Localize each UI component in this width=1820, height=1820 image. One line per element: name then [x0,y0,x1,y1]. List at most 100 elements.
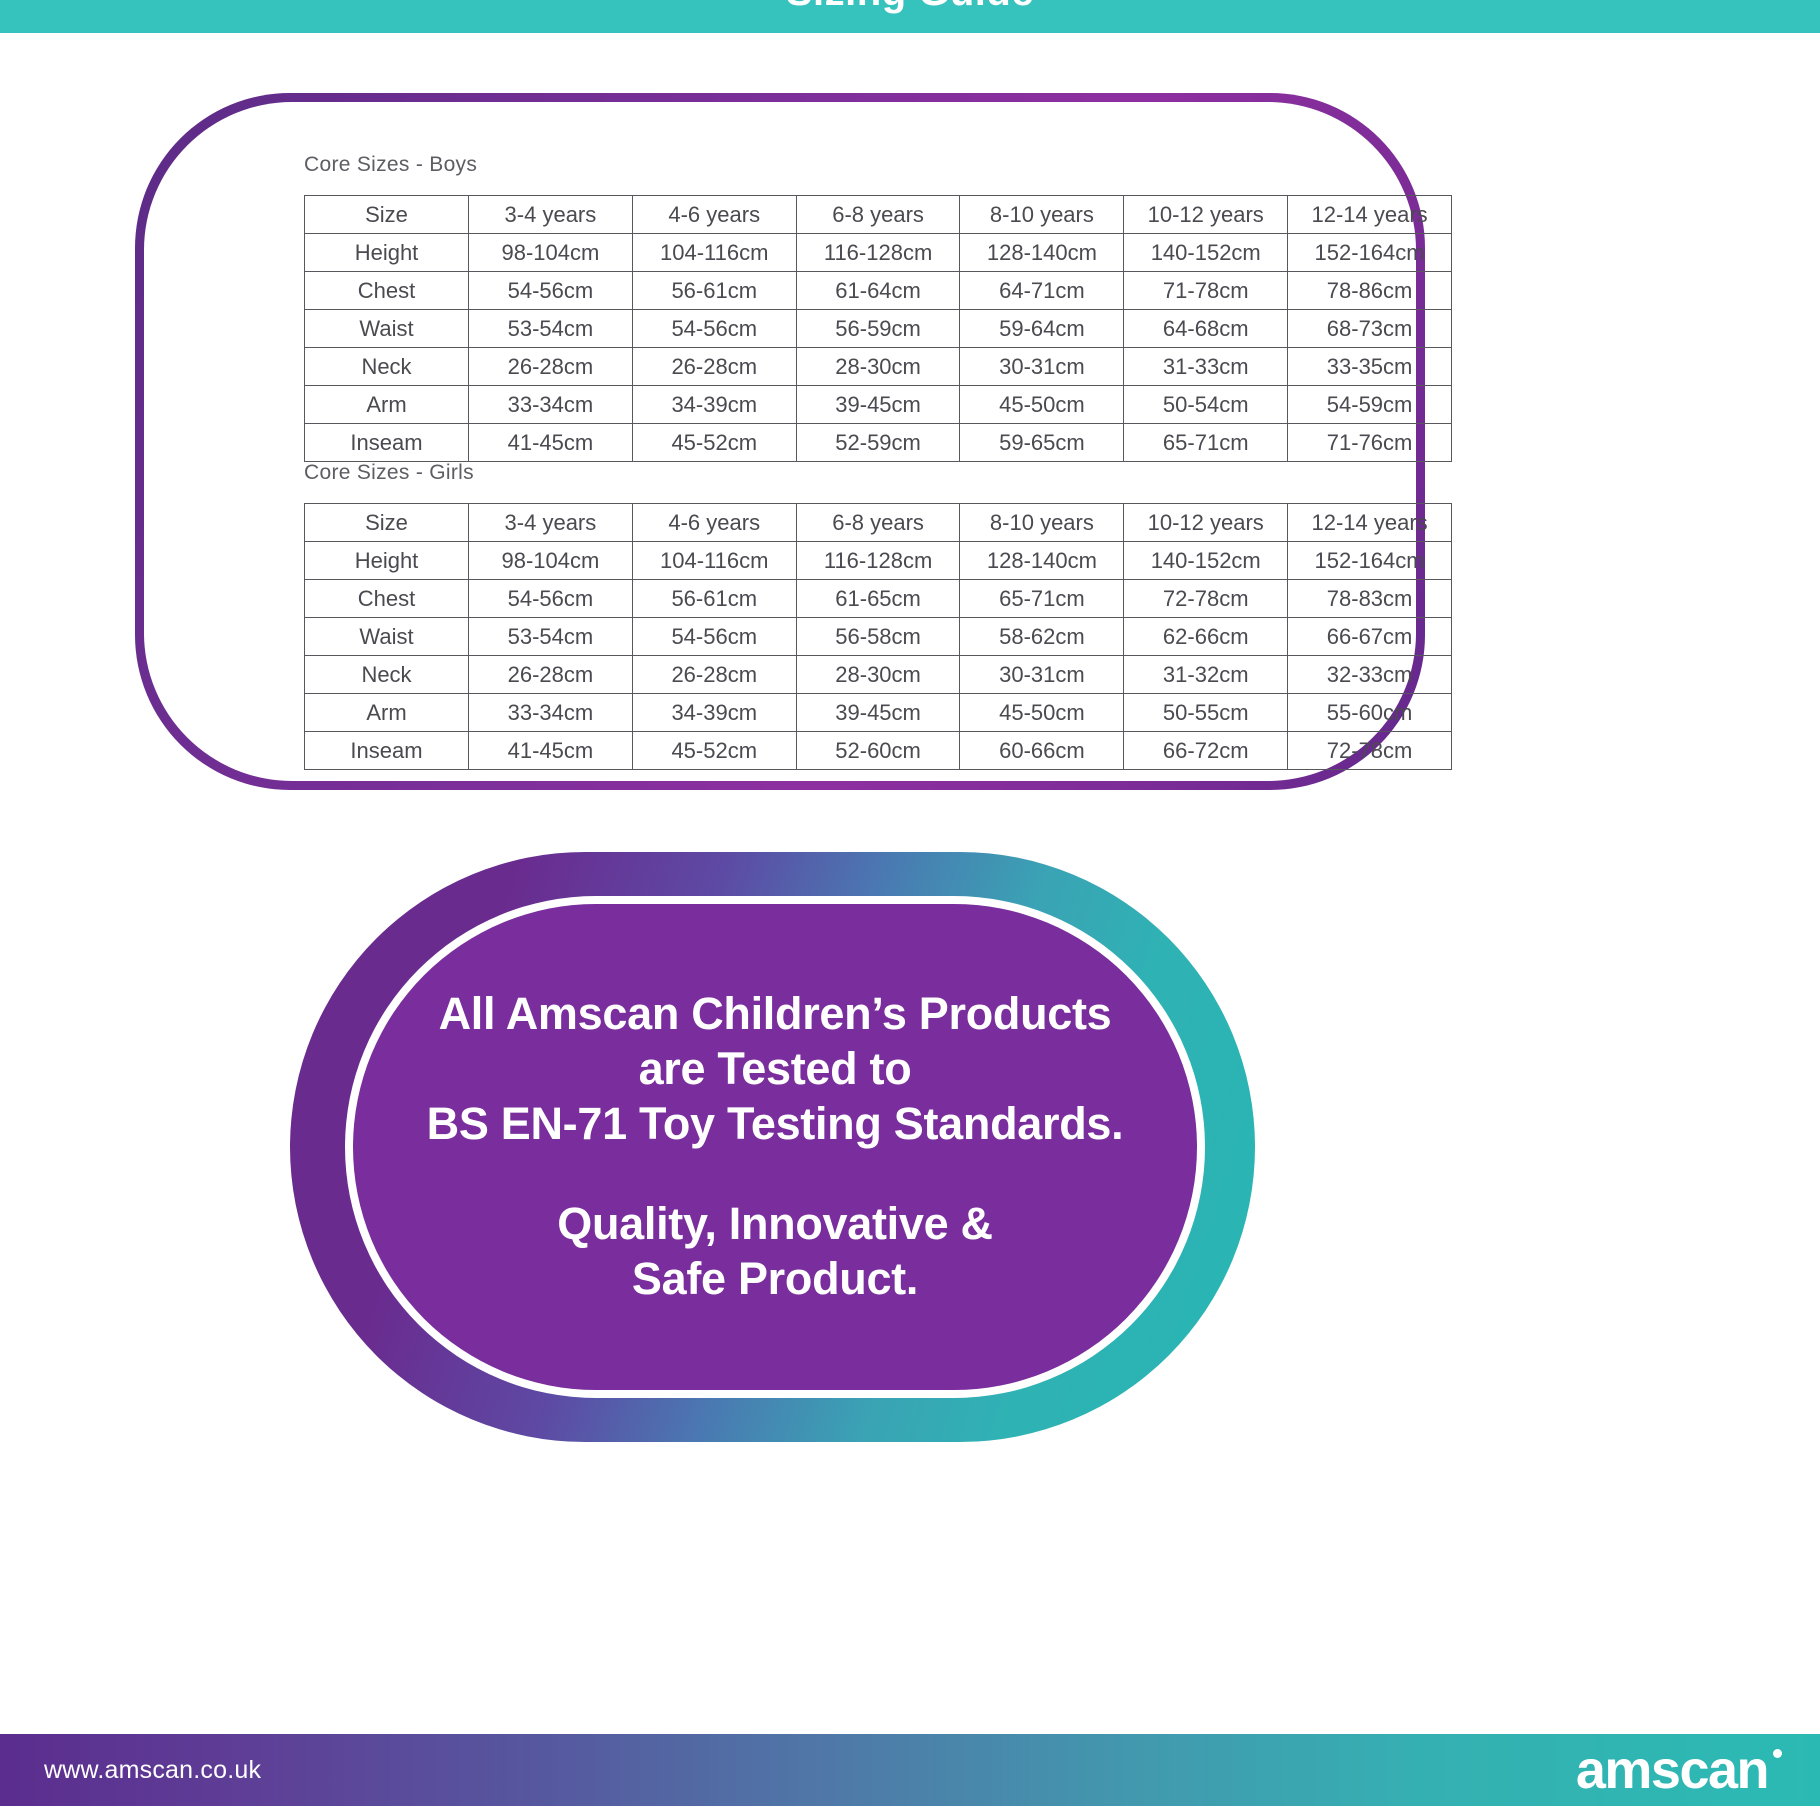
boys-table-caption: Core Sizes - Boys [304,153,478,176]
footer-website-link[interactable]: www.amscan.co.uk [44,1755,262,1784]
measurement-cell: 28-30cm [795,655,961,694]
table-row: Arm 33-34cm 34-39cm 39-45cm 45-50cm 50-54cm 54… [304,385,1452,424]
amscan-logo: amscan [1576,1739,1782,1801]
measurement-cell: 33-35cm [1287,347,1452,386]
measurement-cell: 45-52cm [631,731,797,770]
measurement-cell: 78-83cm [1287,579,1452,618]
measurement-cell: 54-56cm [468,271,633,310]
row-label: Height [304,233,469,272]
badge-line-2: are Tested to [638,1042,912,1094]
measurement-cell: 152-164cm [1287,233,1452,272]
girls-table-caption: Core Sizes - Girls [304,461,474,484]
table-row: Chest 54-56cm 56-61cm 61-65cm 65-71cm 72-78cm… [304,579,1452,618]
measurement-cell: 52-60cm [795,731,961,770]
amscan-logo-text: amscan [1575,1740,1770,1800]
column-header: 8-10 years [959,503,1125,542]
measurement-cell: 54-56cm [631,309,797,348]
measurement-cell: 61-64cm [795,271,961,310]
measurement-cell: 45-50cm [959,693,1125,732]
measurement-cell: 30-31cm [959,347,1125,386]
table-row: Chest 54-56cm 56-61cm 61-64cm 64-71cm 71-78cm… [304,271,1452,310]
measurement-cell: 71-76cm [1287,423,1452,462]
measurement-cell: 41-45cm [468,731,633,770]
measurement-cell: 53-54cm [468,617,633,656]
row-label: Chest [304,271,469,310]
table-row: Waist 53-54cm 54-56cm 56-59cm 59-64cm 64-68cm… [304,309,1452,348]
measurement-cell: 34-39cm [631,693,797,732]
measurement-cell: 31-32cm [1123,655,1289,694]
row-label: Inseam [304,423,469,462]
table-row: Height 98-104cm 104-116cm 116-128cm 128-140c… [304,541,1452,580]
measurement-cell: 26-28cm [631,347,797,386]
measurement-cell: 66-72cm [1123,731,1289,770]
measurement-cell: 39-45cm [795,693,961,732]
table-row: Inseam 41-45cm 45-52cm 52-59cm 59-65cm 65-71c… [304,423,1452,462]
row-label: Arm [304,693,469,732]
column-header: 6-8 years [795,195,961,234]
girls-size-table: Size 3-4 years 4-6 years 6-8 years 8-10 year… [304,503,1452,770]
measurement-cell: 60-66cm [959,731,1125,770]
measurement-cell: 140-152cm [1123,233,1289,272]
row-label: Arm [304,385,469,424]
measurement-cell: 65-71cm [1123,423,1289,462]
column-header: 10-12 years [1123,503,1289,542]
table-row: Waist 53-54cm 54-56cm 56-58cm 58-62cm 62-66cm… [304,617,1452,656]
measurement-cell: 54-59cm [1287,385,1452,424]
size-tables-panel: Core Sizes - Boys Size 3-4 years 4-6 years… [135,93,1452,790]
measurement-cell: 56-59cm [795,309,961,348]
measurement-cell: 64-71cm [959,271,1125,310]
measurement-cell: 45-52cm [631,423,797,462]
measurement-cell: 62-66cm [1123,617,1289,656]
row-label: Waist [304,309,469,348]
row-label: Neck [304,655,469,694]
badge-line-4: Quality, Innovative & [557,1198,993,1250]
measurement-cell: 55-60cm [1287,693,1452,732]
column-header: 8-10 years [959,195,1125,234]
measurement-cell: 30-31cm [959,655,1125,694]
measurement-cell: 68-73cm [1287,309,1452,348]
measurement-cell: 152-164cm [1287,541,1452,580]
badge-line-3: BS EN-71 Toy Testing Standards. [426,1097,1124,1149]
column-header: Size [304,195,469,234]
measurement-cell: 56-58cm [795,617,961,656]
measurement-cell: 28-30cm [795,347,961,386]
measurement-cell: 26-28cm [631,655,797,694]
row-label: Chest [304,579,469,618]
measurement-cell: 128-140cm [959,541,1125,580]
column-header: 6-8 years [795,503,961,542]
registered-mark-icon [1773,1749,1782,1758]
column-header: 3-4 years [468,195,633,234]
row-label: Inseam [304,731,469,770]
measurement-cell: 104-116cm [631,233,797,272]
measurement-cell: 78-86cm [1287,271,1452,310]
table-row: Height 98-104cm 104-116cm 116-128cm 128-140c… [304,233,1452,272]
boys-size-table: Size 3-4 years 4-6 years 6-8 years 8-10 year… [304,195,1452,462]
measurement-cell: 52-59cm [795,423,961,462]
measurement-cell: 54-56cm [468,579,633,618]
table-row: Neck 26-28cm 26-28cm 28-30cm 30-31cm 31-32cm 3… [304,655,1452,694]
header-bar: Sizing Guide [0,0,1820,33]
row-label: Neck [304,347,469,386]
column-header: Size [304,503,469,542]
footer-bar: www.amscan.co.uk amscan [0,1734,1820,1806]
size-tables-panel-inner: Core Sizes - Boys Size 3-4 years 4-6 years… [144,102,1452,781]
column-header: 3-4 years [468,503,633,542]
measurement-cell: 58-62cm [959,617,1125,656]
measurement-cell: 64-68cm [1123,309,1289,348]
measurement-cell: 26-28cm [468,655,633,694]
measurement-cell: 39-45cm [795,385,961,424]
measurement-cell: 104-116cm [631,541,797,580]
measurement-cell: 56-61cm [631,579,797,618]
measurement-cell: 98-104cm [468,233,633,272]
measurement-cell: 33-34cm [468,385,633,424]
column-header: 10-12 years [1123,195,1289,234]
measurement-cell: 32-33cm [1287,655,1452,694]
measurement-cell: 98-104cm [468,541,633,580]
column-header: 12-14 years [1287,503,1452,542]
measurement-cell: 71-78cm [1123,271,1289,310]
measurement-cell: 72-78cm [1123,579,1289,618]
certification-badge: All Amscan Children’s Products are Teste… [353,904,1197,1390]
measurement-cell: 53-54cm [468,309,633,348]
measurement-cell: 41-45cm [468,423,633,462]
